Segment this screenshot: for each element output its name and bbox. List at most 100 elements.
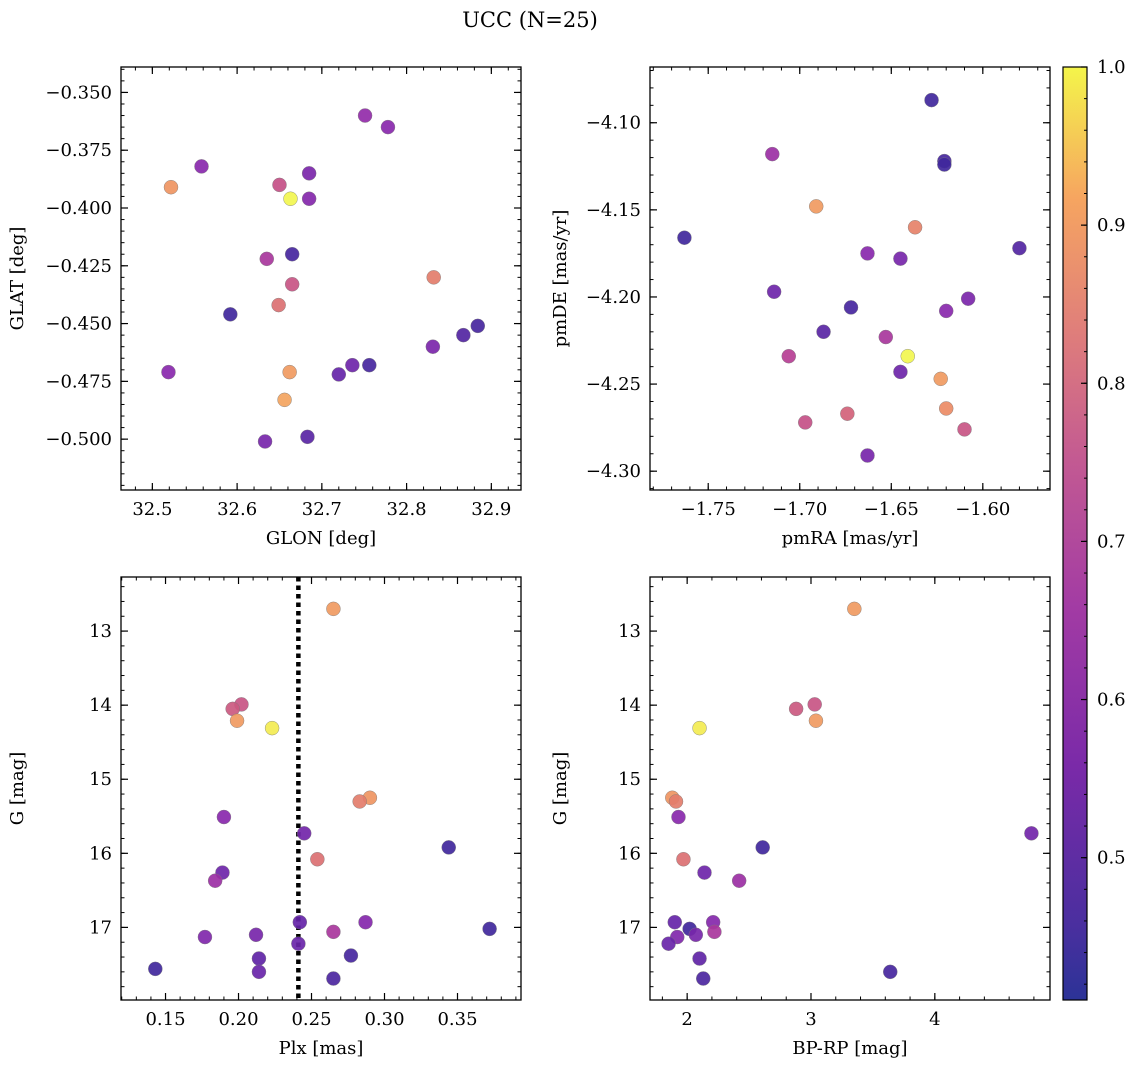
x-axis-label: BP-RP [mag] (792, 1038, 907, 1059)
colorbar-tick-label: 0.5 (1097, 848, 1126, 869)
data-point (677, 230, 692, 245)
data-point (301, 166, 317, 181)
data-point (1012, 240, 1027, 256)
data-point (960, 291, 976, 306)
data-point (924, 92, 939, 108)
data-point (661, 936, 676, 951)
data-point (788, 701, 804, 717)
data-point (671, 809, 686, 825)
data-point (326, 601, 341, 617)
data-point (676, 852, 691, 867)
y-tick-label: −0.500 (45, 429, 112, 450)
data-point (731, 873, 747, 888)
x-tick-label: 0.20 (218, 1009, 258, 1030)
data-point (688, 927, 704, 943)
data-point (939, 401, 954, 416)
plot-frame (649, 66, 1051, 491)
data-point (362, 357, 377, 373)
data-point (223, 307, 238, 322)
colorbar-tick-label: 1.0 (1097, 57, 1126, 78)
x-tick-label: 32.6 (217, 499, 257, 520)
data-point (426, 270, 441, 285)
data-point (264, 720, 280, 736)
data-point (357, 108, 373, 123)
data-point (840, 406, 855, 421)
data-point (251, 964, 267, 980)
panel-4: 2 3 4 13 14 15 16 17 BP-RP [mag] G [mag] (550, 576, 1051, 1059)
y-tick-label: −4.10 (586, 113, 641, 134)
data-point (251, 951, 267, 966)
data-point (292, 915, 308, 930)
data-point (697, 865, 712, 880)
y-tick-label: −4.30 (586, 461, 641, 482)
data-point (358, 915, 373, 930)
y-tick-label: −4.25 (586, 374, 641, 395)
y-tick-label: −0.450 (45, 314, 112, 335)
data-point (692, 951, 707, 966)
data-point (352, 794, 367, 809)
data-point (843, 300, 859, 315)
y-tick-label: −4.15 (586, 200, 641, 221)
y-axis-label: GLAT [deg] (7, 227, 28, 331)
data-point (470, 318, 485, 334)
data-point (207, 873, 223, 888)
data-point (809, 199, 824, 214)
data-point (798, 415, 813, 430)
data-point (937, 157, 952, 172)
data-point (161, 364, 176, 380)
data-point (907, 220, 923, 235)
data-point (883, 964, 898, 980)
data-point (248, 927, 264, 943)
data-point (755, 840, 770, 855)
data-point (765, 146, 780, 162)
x-tick-label: 32.9 (471, 499, 511, 520)
data-point (272, 177, 287, 193)
data-point (197, 929, 213, 945)
data-point (345, 357, 360, 373)
data-point (847, 601, 862, 617)
data-point (257, 434, 273, 449)
x-tick-label: −1.65 (864, 499, 919, 520)
data-point (300, 429, 315, 445)
y-tick-label: 13 (618, 621, 641, 642)
data-point (933, 371, 948, 387)
y-tick-label: −0.350 (45, 82, 112, 103)
panel-1: 32.5 32.6 32.7 32.8 32.9 −0.350 −0.375 −0.400 −0… (7, 66, 522, 549)
x-tick-label: 0.30 (364, 1009, 404, 1030)
data-point (343, 948, 359, 963)
x-tick-label: −1.75 (681, 499, 736, 520)
panel-3: 0.15 0.20 0.25 0.30 0.35 13 14 15 16 17 Plx [mas] G… (7, 576, 522, 1059)
data-point (425, 339, 441, 354)
y-axis-label: G [mag] (7, 752, 28, 825)
data-point (326, 924, 341, 940)
data-point (482, 921, 497, 937)
data-point (900, 349, 915, 364)
data-point (283, 191, 298, 206)
data-point (441, 840, 456, 855)
y-tick-label: 15 (618, 769, 641, 790)
x-tick-label: −1.60 (955, 499, 1010, 520)
data-point (284, 247, 300, 262)
x-tick-label: 0.15 (145, 1009, 185, 1030)
data-point (297, 826, 312, 841)
data-point (878, 329, 893, 345)
y-tick-label: −0.475 (45, 371, 112, 392)
data-point (1024, 826, 1039, 841)
data-point (692, 720, 707, 736)
data-point (301, 191, 317, 206)
data-point (668, 794, 684, 809)
data-point (380, 119, 396, 135)
colorbar-tick-label: 0.7 (1097, 531, 1126, 552)
colorbar: 0.5 0.6 0.7 0.8 0.9 1.0 (1062, 57, 1126, 1001)
data-point (957, 422, 972, 437)
x-tick-label: −1.70 (772, 499, 827, 520)
data-point (707, 924, 722, 940)
y-tick-label: −4.20 (586, 287, 641, 308)
data-point (816, 324, 831, 340)
x-tick-label: 32.7 (302, 499, 342, 520)
y-tick-label: 16 (89, 843, 112, 864)
x-tick-label: 0.35 (437, 1009, 477, 1030)
colorbar-tick-label: 0.6 (1097, 690, 1126, 711)
y-tick-label: 14 (89, 695, 112, 716)
